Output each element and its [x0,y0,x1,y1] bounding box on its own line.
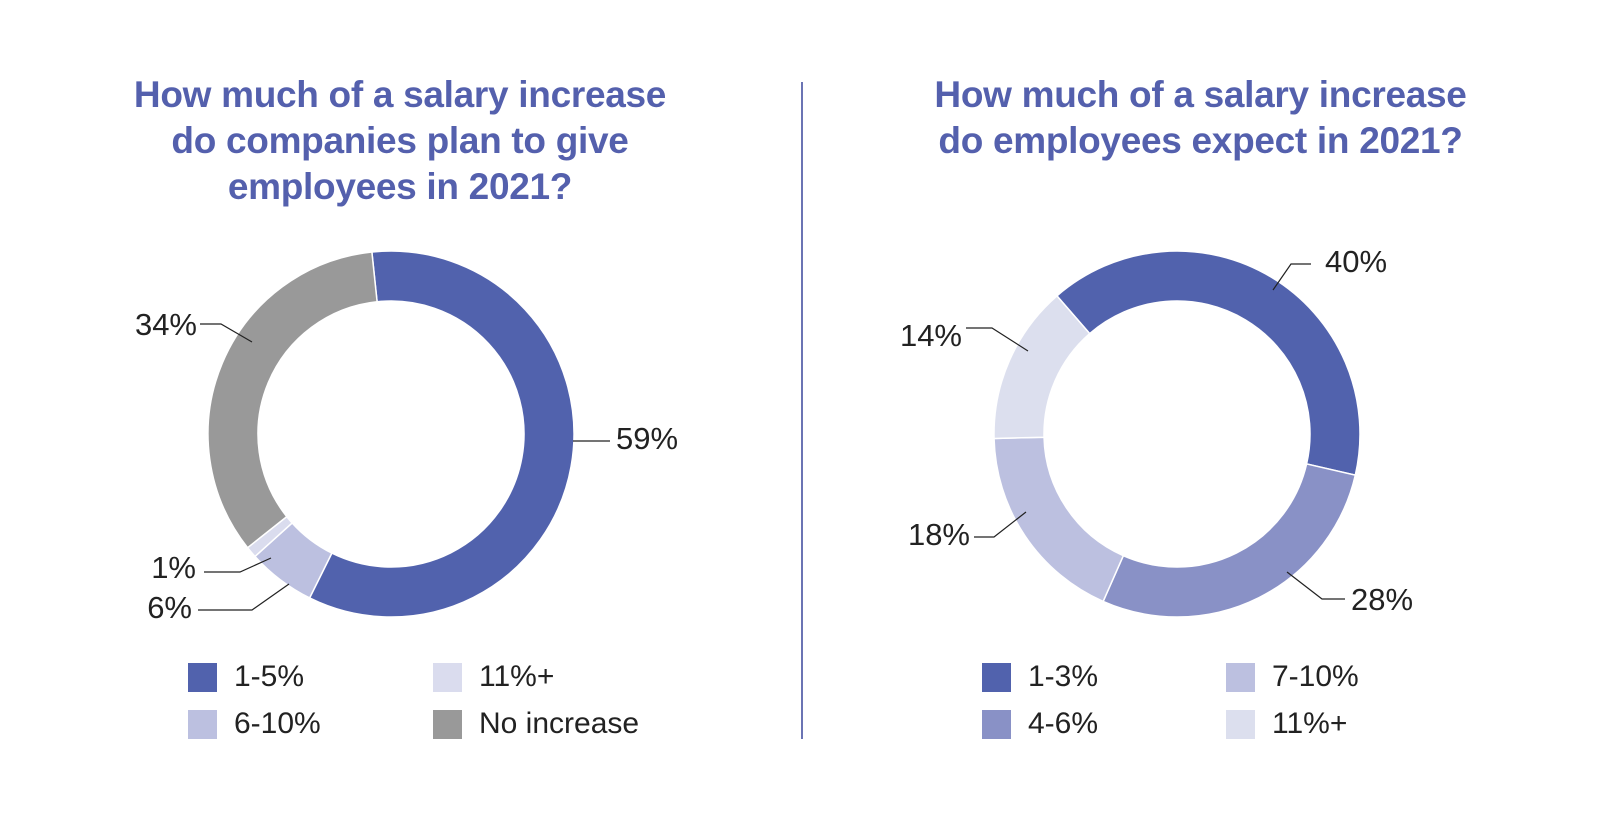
data-label: 59% [616,421,678,456]
legend-label: 11%+ [1272,707,1348,740]
data-label: 40% [1325,244,1387,279]
legend-swatch [1226,709,1255,739]
panel-divider [801,82,803,739]
legend-swatch [188,709,217,739]
leader-line [1272,263,1311,291]
donut-slice-11 [993,294,1091,440]
legend-swatch [433,662,462,692]
legend-label: 7-10% [1272,660,1359,693]
legend-swatch [1226,662,1255,692]
leader-line [198,583,290,611]
leader-line [966,327,1029,352]
donut-slice-4-6 [1102,463,1357,618]
legend-item: 1-3% [982,660,1099,693]
legend-label: 6-10% [234,707,321,740]
donut-slice-no-increase [207,251,378,549]
legend-item: 1-5% [188,660,305,693]
leader-line [200,323,253,343]
legend-label: No increase [479,707,640,740]
data-label: 14% [900,318,962,353]
legend-swatch [982,662,1011,692]
legend-label: 11%+ [479,660,555,693]
chart-title: How much of a salary increase do employe… [934,74,1467,161]
leader-line [974,511,1027,538]
chart-panel-left: How much of a salary increase do compani… [0,0,800,837]
donut-slice-1-3 [1055,250,1361,477]
donut-slice-7-10 [993,436,1125,603]
legend-item: 6-10% [188,707,321,740]
legend-label: 1-3% [1028,660,1099,693]
data-label: 34% [135,307,197,342]
donut-slice-1-5 [308,250,575,618]
legend-item: 4-6% [982,707,1099,740]
legend-swatch [433,709,462,739]
data-label: 28% [1351,582,1413,617]
data-label: 1% [151,550,196,585]
legend-label: 4-6% [1028,707,1099,740]
legend-item: No increase [433,707,640,740]
data-label: 18% [908,517,970,552]
legend-item: 7-10% [1226,660,1359,693]
chart-panel-right: How much of a salary increase do employe… [800,0,1601,837]
legend-swatch [188,662,217,692]
donut-chart: 40% 28% 18% 14% [900,244,1413,618]
legend-item: 11%+ [1226,707,1348,740]
chart-title: How much of a salary increase do compani… [133,74,667,207]
leader-line [1286,571,1345,600]
data-label: 6% [147,590,192,625]
legend-item: 11%+ [433,660,555,693]
legend-label: 1-5% [234,660,305,693]
donut-chart: 59% 6% 1% 34% [135,250,678,625]
leader-line [204,557,272,573]
legend-swatch [982,709,1011,739]
